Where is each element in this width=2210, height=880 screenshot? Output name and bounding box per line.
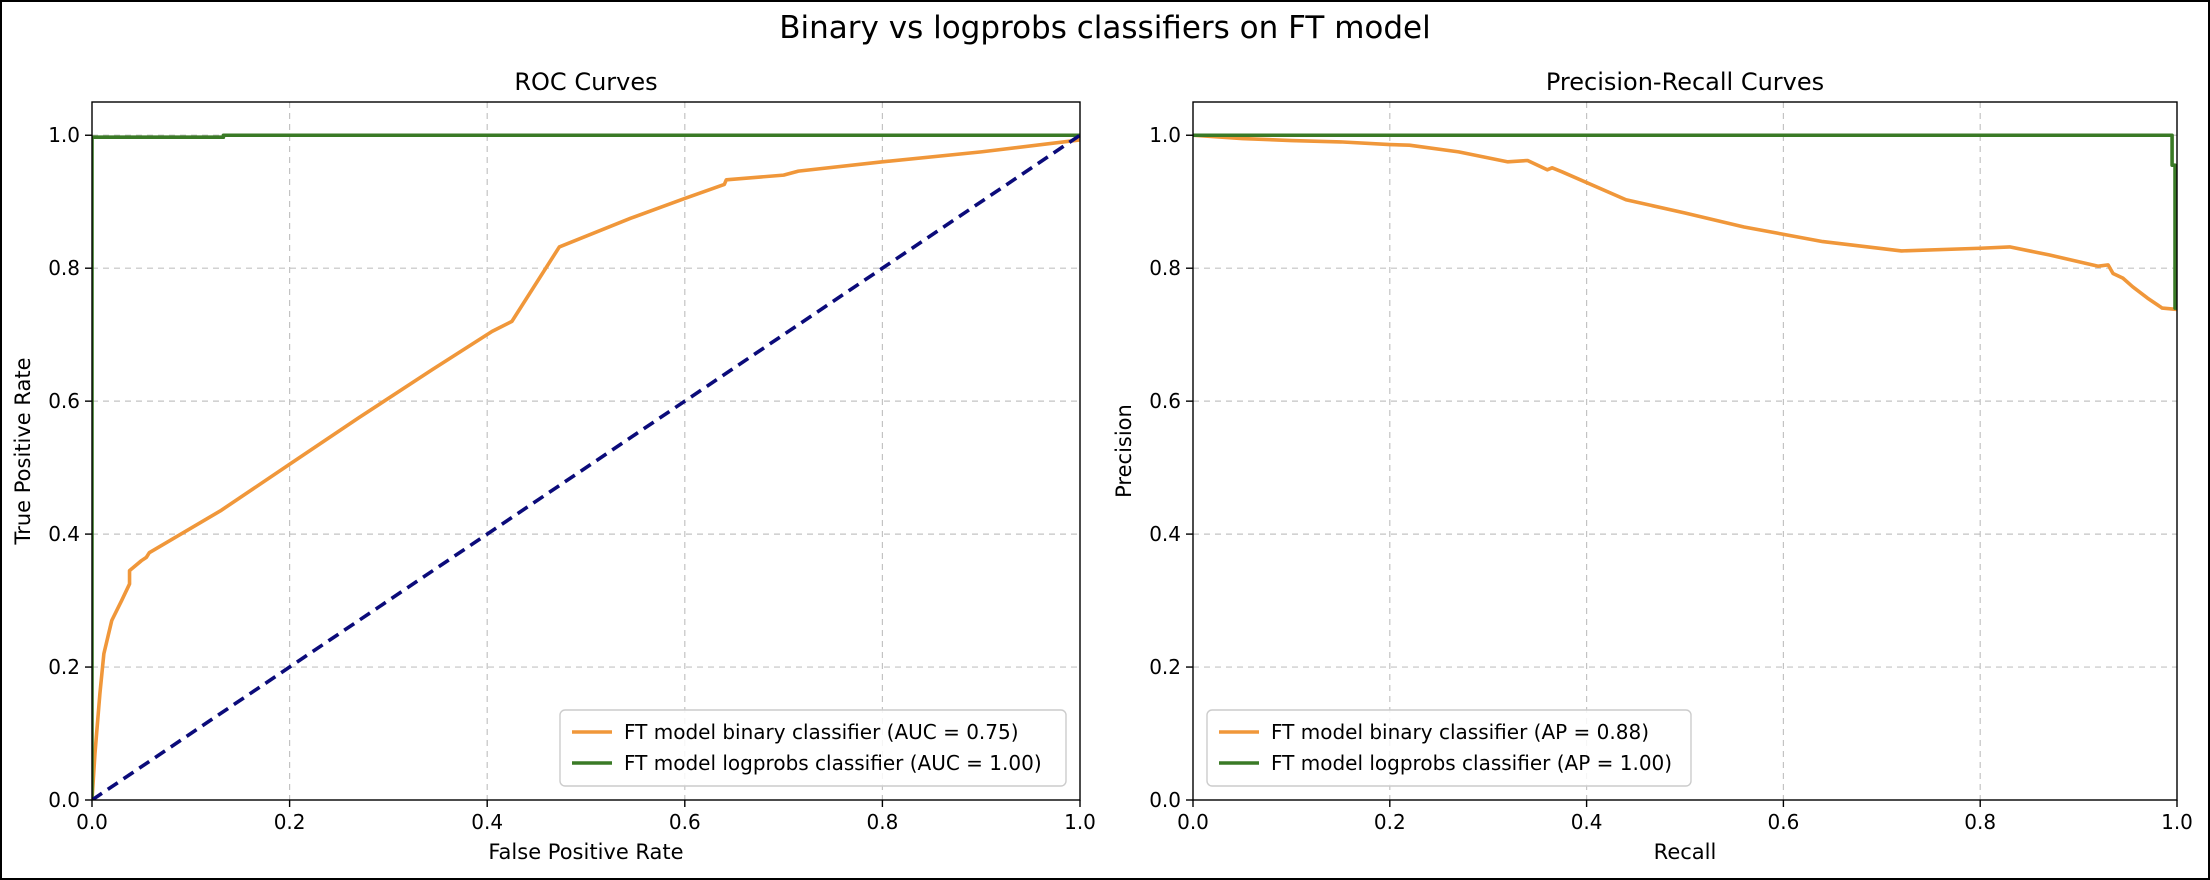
roc-ytick-label: 0.6 (48, 389, 80, 413)
pr-xtick-label: 1.0 (2161, 810, 2193, 834)
roc-axes-frame (91, 101, 1081, 801)
pr-xtick-label: 0.8 (1964, 810, 1996, 834)
pr-xtick-label: 0.4 (1571, 810, 1603, 834)
roc-legend-label: FT model binary classifier (AUC = 0.75) (624, 720, 1019, 744)
pr-legend-label: FT model logprobs classifier (AP = 1.00) (1271, 751, 1672, 775)
pr-xtick-label: 0.2 (1374, 810, 1406, 834)
roc-ytick-label: 0.2 (48, 655, 80, 679)
roc-xtick-label: 0.2 (274, 810, 306, 834)
pr-legend-label: FT model binary classifier (AP = 0.88) (1271, 720, 1649, 744)
pr-ytick-label: 0.0 (1149, 788, 1181, 812)
pr-title: Precision-Recall Curves (1546, 68, 1824, 96)
pr-legend: FT model binary classifier (AP = 0.88) FT… (1206, 709, 1692, 787)
pr-legend-box (1206, 709, 1692, 787)
pr-ytick-label: 0.8 (1149, 256, 1181, 280)
pr-ytick-label: 1.0 (1149, 123, 1181, 147)
roc-ytick-label: 0.4 (48, 522, 80, 546)
pr-series-logprobs-classifier (1193, 133, 2177, 310)
roc-xtick-label: 0.4 (471, 810, 503, 834)
pr-ytick-label: 0.4 (1149, 522, 1181, 546)
roc-ytick-label: 0.0 (48, 788, 80, 812)
pr-series-binary-classifier (1193, 133, 2177, 312)
pr-panel: Precision-Recall Curves 0.0 0.2 0.4 0.6 0.8 1.… (1112, 68, 2193, 864)
roc-ylabel: True Positive Rate (11, 357, 35, 545)
roc-xtick-label: 1.0 (1064, 810, 1096, 834)
pr-ytick-label: 0.6 (1149, 389, 1181, 413)
roc-xtick-label: 0.8 (866, 810, 898, 834)
pr-ytick-label: 0.2 (1149, 655, 1181, 679)
roc-legend-box (559, 709, 1067, 787)
roc-ytick-label: 0.8 (48, 256, 80, 280)
pr-xlabel: Recall (1654, 840, 1717, 864)
pr-ylabel: Precision (1112, 404, 1136, 498)
roc-title: ROC Curves (514, 68, 657, 96)
roc-legend: FT model binary classifier (AUC = 0.75) F… (559, 709, 1067, 787)
roc-legend-label: FT model logprobs classifier (AUC = 1.00… (624, 751, 1042, 775)
roc-series-logprobs-classifier (92, 133, 1080, 800)
figure-title: Binary vs logprobs classifiers on FT mod… (779, 10, 1430, 46)
roc-xtick-label: 0.0 (76, 810, 108, 834)
pr-axes-frame (1192, 101, 2178, 801)
roc-panel: ROC Curves 0.0 0.2 0.4 0.6 0.8 1.0 0.0 0.2 0.4 0.6… (11, 68, 1096, 864)
roc-series-binary-classifier (92, 138, 1080, 800)
pr-xtick-label: 0.0 (1177, 810, 1209, 834)
roc-xtick-label: 0.6 (669, 810, 701, 834)
roc-series-chance-line (92, 133, 1080, 800)
roc-xlabel: False Positive Rate (488, 840, 683, 864)
roc-ytick-label: 1.0 (48, 123, 80, 147)
pr-xtick-label: 0.6 (1767, 810, 1799, 834)
